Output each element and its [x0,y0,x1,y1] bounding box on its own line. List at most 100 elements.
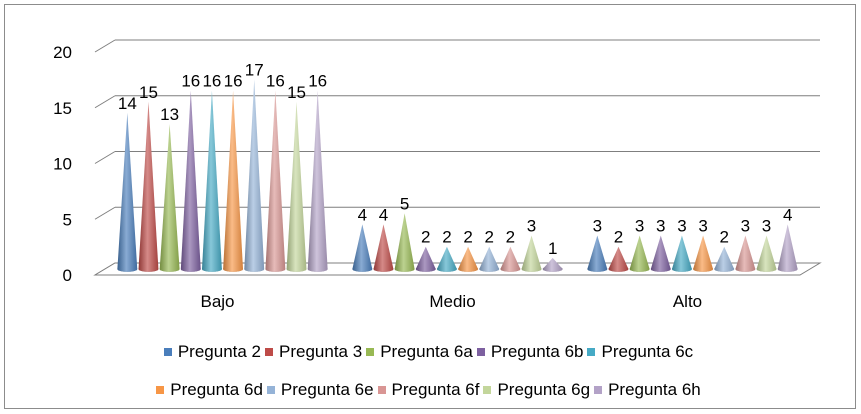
legend-swatch [266,386,275,394]
data-label: 16 [224,72,243,91]
data-label: 3 [741,217,750,236]
gridline-depth [94,95,116,109]
legend-swatch [366,348,375,356]
data-label: 17 [245,60,264,79]
legend-label: Pregunta 6f [391,380,480,399]
cone-bar [265,90,286,272]
data-label: 3 [698,217,707,236]
data-label: 16 [181,72,200,91]
cone-bar [714,246,735,272]
cone-bar [629,235,650,272]
legend-item: Pregunta 2 [163,342,262,362]
legend-item: Pregunta 6h [594,380,701,400]
cone-bar [352,224,373,272]
x-tick-label: Medio [429,292,475,311]
data-label: 4 [358,205,367,224]
data-label: 5 [400,194,409,213]
legend-label: Pregunta 6a [380,342,473,361]
data-label: 4 [379,205,388,224]
legend-swatch [483,386,492,394]
gridline-depth [94,206,116,220]
legend-label: Pregunta 6h [608,380,701,399]
cone-bar [138,101,159,272]
cone-bar [542,257,563,272]
cone-bar [693,235,714,272]
data-label: 15 [287,83,306,102]
legend-label: Pregunta 6c [601,342,694,361]
cone-bar [777,224,798,272]
cone-bar [373,224,394,272]
cone-bar [159,124,180,272]
cone-bar [756,235,777,272]
legend-label: Pregunta 6b [490,342,584,361]
cone-bar [521,235,542,272]
cone-bar [307,90,328,272]
data-label: 13 [160,105,179,124]
legend-item: Pregunta 6c [587,342,693,362]
data-label: 3 [677,217,686,236]
legend-item: Pregunta 3 [265,342,362,362]
legend-item: Pregunta 6b [476,342,584,362]
cone-bar [201,90,222,272]
cone-bar [500,246,521,272]
legend-label: Pregunta 2 [177,342,262,361]
cone-bar [587,235,608,272]
cone-bar [608,246,629,272]
y-tick-label: 5 [63,210,72,229]
data-label: 15 [139,83,158,102]
gridline-depth [94,151,116,164]
legend-label: Pregunta 6e [280,380,374,399]
data-label: 16 [266,72,285,91]
data-label: 2 [719,228,728,247]
legend-item: Pregunta 6d [156,380,263,400]
data-label: 2 [484,228,493,247]
cone-bar [458,246,479,272]
data-label: 2 [506,228,515,247]
cone-bar [436,246,457,272]
cone-bar [223,90,244,272]
data-label: 16 [202,72,221,91]
cone-bar [735,235,756,272]
legend-item: Pregunta 6e [266,380,374,400]
legend-item: Pregunta 6a [366,342,473,362]
cone-bar [394,213,415,272]
cone-bar [479,246,500,272]
cone-bar [286,101,307,272]
legend-swatch [163,348,172,356]
legend-swatch [587,348,596,356]
legend-label: Pregunta 3 [279,342,363,361]
x-tick-label: Alto [673,292,702,311]
y-tick-label: 20 [53,43,72,62]
y-tick-label: 10 [53,155,72,174]
data-label: 2 [421,228,430,247]
legend-swatch [594,386,603,394]
legend-swatch [476,348,485,356]
legend-label: Pregunta 6d [170,380,263,399]
data-label: 3 [527,217,536,236]
data-label: 2 [463,228,472,247]
data-label: 2 [614,228,623,247]
x-tick-label: Bajo [200,292,234,311]
data-label: 16 [308,72,327,91]
cone-bar [415,246,436,272]
data-label: 1 [548,239,557,258]
cone-bar [117,112,138,272]
y-tick-label: 15 [53,99,72,118]
data-label: 3 [762,217,771,236]
data-label: 3 [593,217,602,236]
gridline-depth [94,39,116,53]
data-label: 14 [118,94,137,113]
y-tick-label: 0 [63,266,72,285]
legend-item: Pregunta 6f [377,380,480,400]
legend-swatch [377,386,386,394]
data-label: 2 [442,228,451,247]
cone-bar [244,79,265,272]
cone-bar [650,235,671,272]
legend-swatch [265,348,274,356]
data-label: 3 [656,217,665,236]
cone-bar [671,235,692,272]
cone-bar [180,90,201,272]
legend-item: Pregunta 6g [483,380,590,400]
legend-label: Pregunta 6g [497,380,591,399]
